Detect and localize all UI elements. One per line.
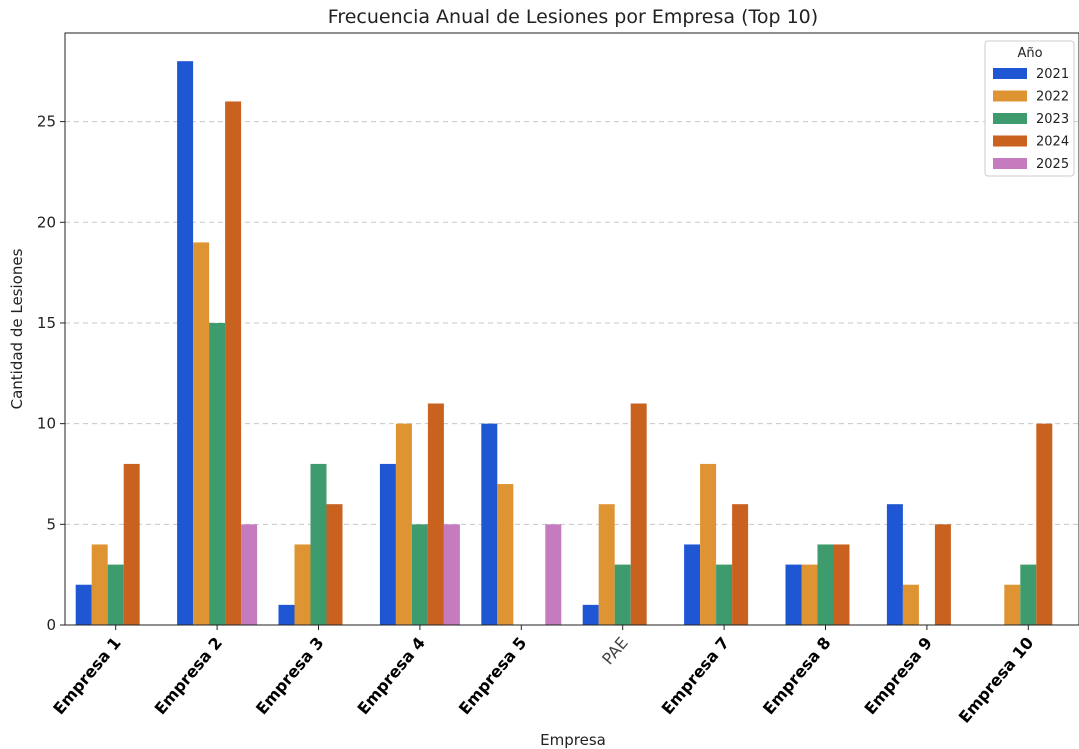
bar <box>107 564 124 625</box>
axes <box>64 32 1079 626</box>
legend-swatch <box>993 68 1027 79</box>
bar <box>278 604 295 625</box>
bar <box>902 584 919 625</box>
x-tick-label: Empresa 3 <box>252 633 328 718</box>
bar <box>545 524 562 625</box>
bars <box>75 61 1053 625</box>
bar <box>886 504 903 625</box>
x-axis-label: Empresa <box>540 731 606 749</box>
bar <box>443 524 460 625</box>
bar <box>817 544 834 625</box>
bar <box>209 322 226 625</box>
legend-label: 2022 <box>1036 90 1069 105</box>
bar <box>75 584 92 625</box>
x-tick-label: Empresa 9 <box>860 633 936 718</box>
x-tick-label: Empresa 10 <box>955 633 1038 726</box>
bar <box>379 463 396 625</box>
plot-frame <box>64 32 1079 626</box>
bar <box>177 61 194 625</box>
bar <box>716 564 733 625</box>
legend: Año 2021 2022 2023 2024 2025 <box>984 40 1075 177</box>
bar <box>934 524 951 625</box>
legend-items: 2021 2022 2023 2024 2025 <box>993 67 1069 172</box>
bar <box>614 564 631 625</box>
bar <box>1036 423 1053 625</box>
bar <box>241 524 258 625</box>
bar <box>582 604 599 625</box>
legend-label: 2021 <box>1036 67 1069 82</box>
x-axis-ticks: Empresa 1 Empresa 2 Empresa 3 Empresa 4 Empr… <box>49 625 1037 727</box>
bar <box>1020 564 1037 625</box>
legend-label: 2023 <box>1036 112 1069 127</box>
bar <box>481 423 498 625</box>
bar <box>497 484 514 625</box>
bar <box>411 524 428 625</box>
y-axis-label: Cantidad de Lesiones <box>8 248 26 409</box>
bar <box>785 564 802 625</box>
y-tick-label: 5 <box>46 515 56 533</box>
legend-box <box>984 40 1075 177</box>
legend-swatch <box>993 135 1027 147</box>
bar <box>598 504 615 625</box>
x-tick-label: Empresa 5 <box>455 633 531 718</box>
legend-swatch <box>993 113 1027 124</box>
bar <box>1004 584 1021 625</box>
bar <box>310 463 327 625</box>
x-tick-label: PAE <box>598 633 632 668</box>
x-tick-label: Empresa 4 <box>353 633 429 718</box>
bar <box>193 242 210 625</box>
y-tick-label: 15 <box>37 314 56 332</box>
bar <box>294 544 311 625</box>
bar <box>427 403 444 625</box>
bar <box>326 504 343 625</box>
bar <box>700 463 717 625</box>
bar <box>801 564 818 625</box>
bar <box>395 423 412 625</box>
chart-title: Frecuencia Anual de Lesiones por Empresa… <box>328 6 818 28</box>
bar <box>91 544 108 625</box>
legend-title: Año <box>1017 46 1042 61</box>
y-tick-label: 10 <box>37 415 56 433</box>
bar <box>684 544 701 625</box>
bar <box>833 544 850 625</box>
legend-label: 2024 <box>1036 135 1069 150</box>
x-tick-label: Empresa 2 <box>151 633 227 718</box>
y-tick-label: 25 <box>37 113 56 131</box>
legend-label: 2025 <box>1036 157 1069 172</box>
x-tick-label: Empresa 7 <box>658 633 734 718</box>
grid-lines <box>65 121 1079 525</box>
y-tick-label: 20 <box>37 213 56 231</box>
bar <box>732 504 749 625</box>
y-axis-ticks: 0 5 10 15 20 25 <box>37 113 65 634</box>
legend-swatch <box>993 158 1027 169</box>
bar <box>630 403 647 625</box>
y-tick-label: 0 <box>46 616 56 634</box>
bar <box>225 101 242 625</box>
x-tick-label: Empresa 8 <box>759 633 835 718</box>
x-tick-label: Empresa 1 <box>49 633 125 718</box>
bar <box>123 463 140 625</box>
legend-swatch <box>993 90 1027 102</box>
